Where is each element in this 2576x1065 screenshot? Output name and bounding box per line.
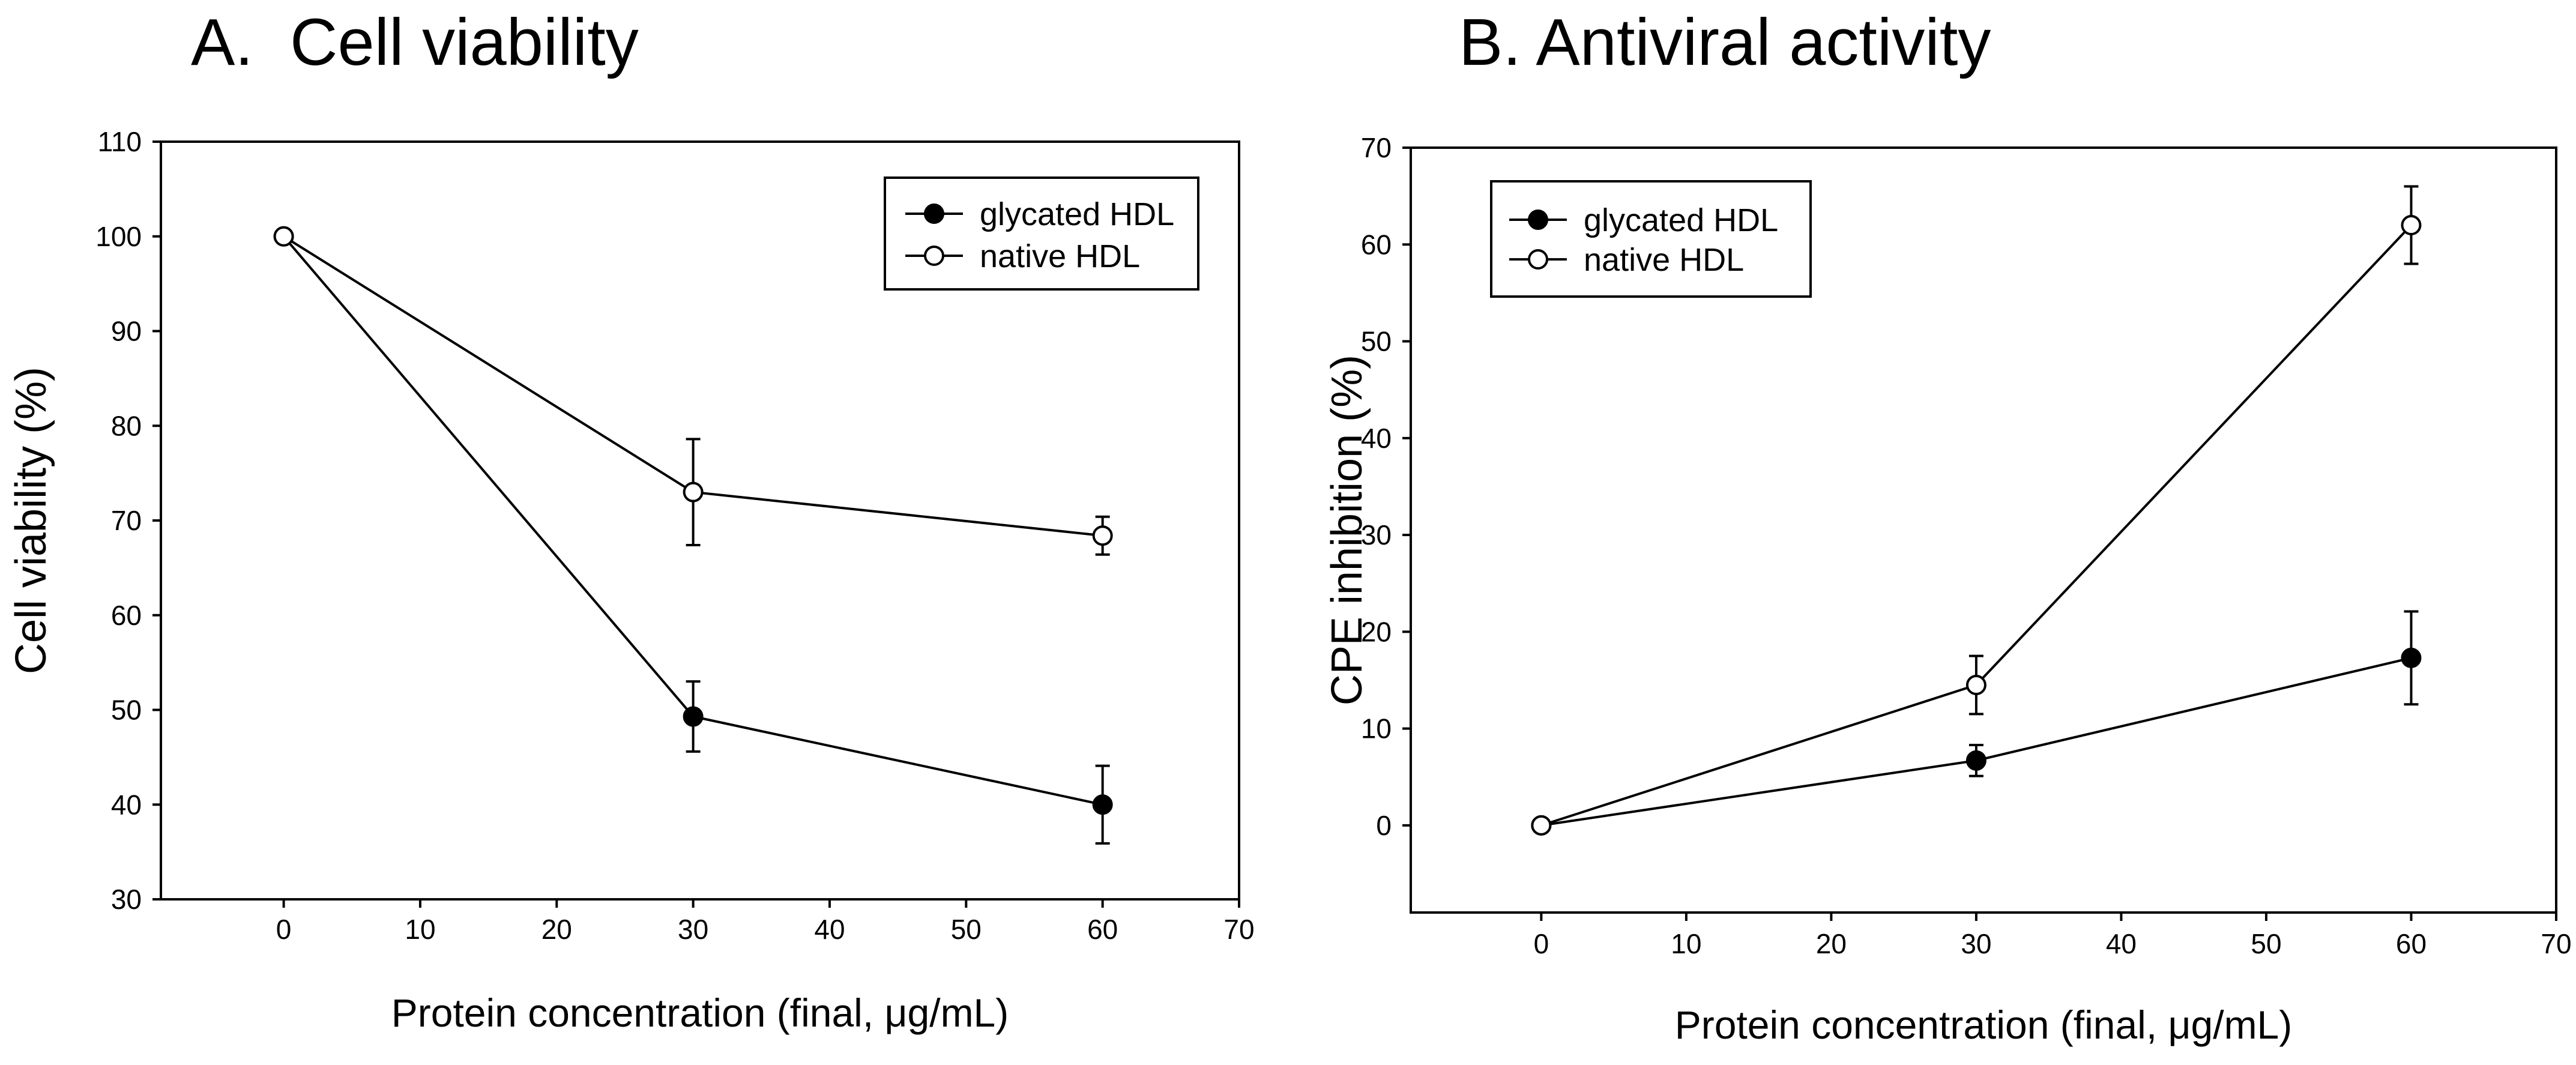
native-hdl-data-point bbox=[1531, 815, 1552, 836]
native-hdl-data-point bbox=[273, 226, 294, 247]
glycated-hdl-data-point bbox=[1965, 750, 1986, 771]
x-tick-label: 60 bbox=[1087, 914, 1118, 945]
panel-b-series bbox=[1531, 185, 2422, 836]
y-tick-label: 100 bbox=[95, 221, 142, 252]
panel-b-antiviral-activity: B. Antiviral activity 0 10 20 30 40 50 60 70 0 10… bbox=[1323, 5, 2572, 1047]
glycated-hdl-data-point bbox=[2401, 647, 2422, 668]
panel-a-legend: glycated HDL native HDL bbox=[884, 176, 1199, 291]
panel-a-series bbox=[273, 226, 1113, 845]
y-tick-label: 50 bbox=[1361, 326, 1392, 357]
y-tick-label: 110 bbox=[98, 126, 142, 157]
panel-b-plot-frame bbox=[1410, 146, 2557, 914]
x-tick-label: 10 bbox=[1671, 928, 1701, 959]
glycated-hdl-data-point bbox=[1092, 794, 1113, 815]
x-tick-label: 40 bbox=[814, 914, 845, 945]
legend-open-circle-marker bbox=[924, 246, 944, 266]
y-tick-label: 90 bbox=[111, 316, 142, 347]
panel-a-legend-native-hdl: native HDL bbox=[980, 238, 1140, 274]
x-tick-label: 70 bbox=[1223, 914, 1254, 945]
y-tick-label: 60 bbox=[111, 600, 142, 631]
y-tick-label: 40 bbox=[1361, 423, 1392, 454]
y-tick-label: 70 bbox=[1361, 132, 1392, 163]
panel-a-cell-viability: A. Cell viability 0 10 20 30 40 50 60 70 30 40 50 6… bbox=[7, 5, 1255, 1035]
y-tick-label: 40 bbox=[111, 789, 142, 820]
x-tick-label: 60 bbox=[2396, 928, 2427, 959]
panel-b-legend-native-hdl: native HDL bbox=[1584, 242, 1744, 278]
legend-filled-circle-marker bbox=[1528, 210, 1548, 230]
native-hdl-series-line bbox=[1540, 224, 2412, 827]
panel-b-legend-glycated-hdl: glycated HDL bbox=[1584, 202, 1778, 238]
y-tick-label: 0 bbox=[1376, 810, 1392, 841]
panel-a-x-axis-label: Protein concentration (final, μg/mL) bbox=[391, 991, 1009, 1035]
panel-b-title: B. Antiviral activity bbox=[1459, 5, 1991, 79]
native-hdl-data-point bbox=[2401, 215, 2422, 236]
panel-a-y-axis-label: Cell viability (%) bbox=[7, 367, 55, 674]
y-tick-label: 10 bbox=[1361, 713, 1392, 744]
panel-a-title: A. Cell viability bbox=[191, 5, 639, 79]
x-tick-label: 0 bbox=[1534, 928, 1549, 959]
y-tick-label: 30 bbox=[1361, 519, 1392, 551]
x-tick-label: 50 bbox=[2251, 928, 2281, 959]
native-hdl-data-point bbox=[1965, 675, 1986, 696]
x-tick-label: 0 bbox=[276, 914, 292, 945]
x-tick-label: 20 bbox=[541, 914, 572, 945]
y-tick-label: 80 bbox=[111, 410, 142, 441]
panel-a-legend-box bbox=[884, 176, 1199, 291]
panel-b-y-axis-label: CPE inhibition (%) bbox=[1323, 355, 1371, 705]
y-tick-label: 30 bbox=[111, 884, 142, 915]
x-tick-label: 10 bbox=[405, 914, 435, 945]
panel-a-legend-glycated-hdl: glycated HDL bbox=[980, 196, 1174, 232]
panel-a-ticks: 0 10 20 30 40 50 60 70 30 40 50 60 70 80 90 100 110 bbox=[95, 126, 1254, 945]
x-tick-label: 50 bbox=[951, 914, 982, 945]
y-tick-label: 70 bbox=[111, 505, 142, 536]
native-hdl-data-point bbox=[683, 481, 704, 502]
x-tick-label: 70 bbox=[2541, 928, 2571, 959]
glycated-hdl-data-point bbox=[683, 706, 704, 727]
y-tick-label: 50 bbox=[111, 695, 142, 726]
x-tick-label: 20 bbox=[1816, 928, 1847, 959]
panel-b-legend-box bbox=[1490, 180, 1812, 298]
legend-open-circle-marker bbox=[1528, 249, 1548, 270]
x-tick-label: 30 bbox=[1961, 928, 1991, 959]
y-tick-label: 20 bbox=[1361, 616, 1392, 647]
x-tick-label: 30 bbox=[678, 914, 708, 945]
x-tick-label: 40 bbox=[2106, 928, 2137, 959]
legend-filled-circle-marker bbox=[924, 204, 944, 224]
native-hdl-data-point bbox=[1092, 525, 1113, 546]
panel-b-legend: glycated HDL native HDL bbox=[1490, 180, 1812, 298]
y-tick-label: 60 bbox=[1361, 229, 1392, 260]
panel-b-x-axis-label: Protein concentration (final, μg/mL) bbox=[1675, 1003, 2293, 1047]
panel-b-ticks: 0 10 20 30 40 50 60 70 0 10 20 30 40 50 60 70 bbox=[1361, 132, 2572, 959]
